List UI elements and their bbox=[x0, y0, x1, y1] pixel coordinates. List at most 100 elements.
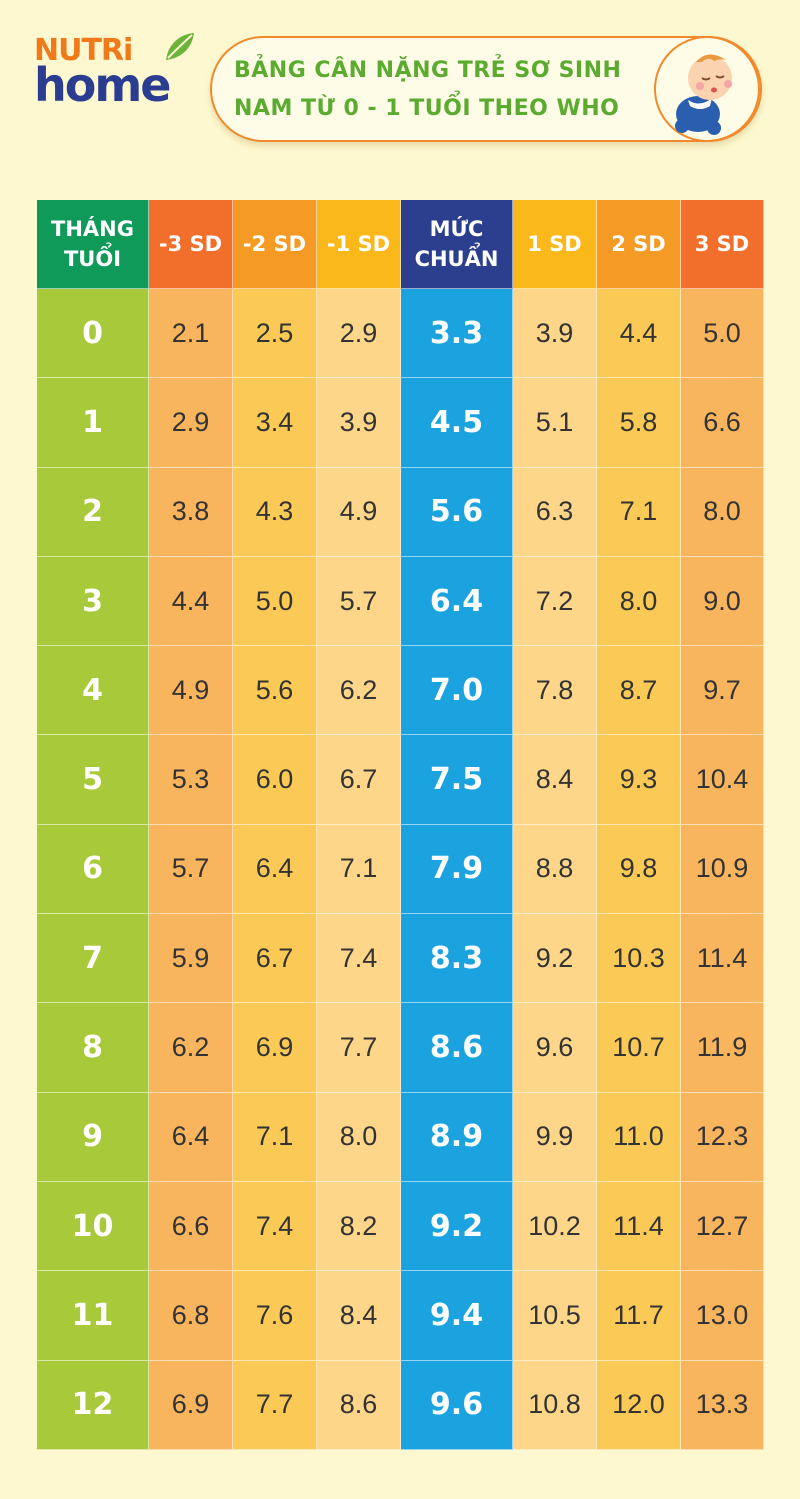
weight-table: THÁNG TUỔI -3 SD -2 SD -1 SD MỨC CHUẨN 1 SD 2 … bbox=[37, 200, 764, 1450]
weight-cell-plus3sd: 8.0 bbox=[681, 467, 764, 557]
weight-cell-plus2sd: 8.7 bbox=[597, 646, 681, 736]
weight-cell-plus3sd: 11.9 bbox=[681, 1003, 764, 1093]
weight-cell-plus2sd: 9.8 bbox=[597, 824, 681, 915]
header-plus2sd: 2 SD bbox=[597, 200, 681, 289]
weight-cell-plus3sd: 13.0 bbox=[681, 1271, 764, 1361]
weight-cell-plus1sd: 9.9 bbox=[513, 1092, 597, 1182]
header-standard: MỨC CHUẨN bbox=[401, 200, 513, 289]
weight-cell-plus1sd: 8.8 bbox=[513, 824, 597, 915]
weight-cell-plus3sd: 5.0 bbox=[681, 289, 764, 379]
month-cell: 6 bbox=[37, 824, 149, 915]
leaf-icon bbox=[166, 33, 194, 60]
weight-cell-minus2sd: 4.3 bbox=[233, 467, 317, 557]
weight-cell-minus1sd: 6.7 bbox=[317, 735, 401, 825]
logo-home-text: home bbox=[34, 58, 171, 112]
month-cell: 8 bbox=[37, 1003, 149, 1093]
weight-cell-plus2sd: 11.4 bbox=[597, 1181, 681, 1272]
weight-cell-plus3sd: 6.6 bbox=[681, 378, 764, 468]
nutrihome-logo: NUTRi home bbox=[34, 30, 204, 115]
weight-cell-plus1sd: 9.2 bbox=[513, 914, 597, 1004]
weight-cell-plus3sd: 12.3 bbox=[681, 1092, 764, 1182]
weight-cell-minus2sd: 2.5 bbox=[233, 289, 317, 379]
weight-cell-minus2sd: 7.7 bbox=[233, 1360, 317, 1450]
weight-cell-standard: 8.3 bbox=[401, 914, 513, 1004]
weight-cell-plus3sd: 10.4 bbox=[681, 735, 764, 825]
weight-cell-minus3sd: 5.9 bbox=[149, 914, 233, 1004]
weight-cell-plus2sd: 9.3 bbox=[597, 735, 681, 825]
header-month: THÁNG TUỔI bbox=[37, 200, 149, 289]
weight-cell-plus1sd: 8.4 bbox=[513, 735, 597, 825]
weight-cell-minus3sd: 6.9 bbox=[149, 1360, 233, 1450]
weight-cell-minus2sd: 7.6 bbox=[233, 1271, 317, 1361]
weight-cell-standard: 5.6 bbox=[401, 467, 513, 557]
month-cell: 9 bbox=[37, 1092, 149, 1182]
weight-cell-minus3sd: 5.3 bbox=[149, 735, 233, 825]
weight-cell-plus2sd: 10.7 bbox=[597, 1003, 681, 1093]
weight-cell-minus3sd: 2.1 bbox=[149, 289, 233, 379]
weight-cell-minus2sd: 7.4 bbox=[233, 1181, 317, 1272]
weight-cell-plus3sd: 11.4 bbox=[681, 914, 764, 1004]
weight-cell-minus1sd: 4.9 bbox=[317, 467, 401, 557]
weight-cell-minus3sd: 3.8 bbox=[149, 467, 233, 557]
weight-cell-plus3sd: 13.3 bbox=[681, 1360, 764, 1450]
month-cell: 11 bbox=[37, 1271, 149, 1361]
weight-cell-plus2sd: 5.8 bbox=[597, 378, 681, 468]
month-cell: 12 bbox=[37, 1360, 149, 1450]
weight-cell-plus1sd: 7.8 bbox=[513, 646, 597, 736]
month-cell: 5 bbox=[37, 735, 149, 825]
weight-cell-plus2sd: 7.1 bbox=[597, 467, 681, 557]
weight-cell-standard: 7.9 bbox=[401, 824, 513, 915]
weight-cell-plus3sd: 10.9 bbox=[681, 824, 764, 915]
weight-cell-plus3sd: 9.0 bbox=[681, 556, 764, 647]
title-line-2: NAM TỪ 0 - 1 TUỔI THEO WHO bbox=[234, 96, 620, 121]
weight-cell-minus3sd: 6.6 bbox=[149, 1181, 233, 1272]
header-plus3sd: 3 SD bbox=[681, 200, 764, 289]
logo-nutri-text: NUTRi bbox=[34, 33, 133, 68]
weight-cell-standard: 9.6 bbox=[401, 1360, 513, 1450]
weight-cell-standard: 8.6 bbox=[401, 1003, 513, 1093]
weight-cell-minus1sd: 7.7 bbox=[317, 1003, 401, 1093]
header-minus2sd: -2 SD bbox=[233, 200, 317, 289]
weight-cell-minus1sd: 2.9 bbox=[317, 289, 401, 379]
month-cell: 2 bbox=[37, 467, 149, 557]
weight-cell-standard: 7.5 bbox=[401, 735, 513, 825]
weight-cell-minus3sd: 4.9 bbox=[149, 646, 233, 736]
weight-cell-plus2sd: 8.0 bbox=[597, 556, 681, 647]
weight-cell-plus3sd: 12.7 bbox=[681, 1181, 764, 1272]
weight-cell-plus1sd: 3.9 bbox=[513, 289, 597, 379]
weight-cell-plus2sd: 12.0 bbox=[597, 1360, 681, 1450]
weight-cell-minus1sd: 7.1 bbox=[317, 824, 401, 915]
month-cell: 10 bbox=[37, 1181, 149, 1272]
weight-cell-plus3sd: 9.7 bbox=[681, 646, 764, 736]
weight-cell-standard: 7.0 bbox=[401, 646, 513, 736]
weight-cell-plus2sd: 11.7 bbox=[597, 1271, 681, 1361]
title-banner: BẢNG CÂN NẶNG TRẺ SƠ SINH NAM TỪ 0 - 1 T… bbox=[210, 36, 762, 142]
weight-cell-minus3sd: 4.4 bbox=[149, 556, 233, 647]
weight-cell-minus1sd: 6.2 bbox=[317, 646, 401, 736]
weight-cell-minus1sd: 3.9 bbox=[317, 378, 401, 468]
month-cell: 7 bbox=[37, 914, 149, 1004]
weight-cell-plus1sd: 10.2 bbox=[513, 1181, 597, 1272]
weight-cell-minus2sd: 5.0 bbox=[233, 556, 317, 647]
weight-cell-plus2sd: 4.4 bbox=[597, 289, 681, 379]
weight-cell-minus2sd: 7.1 bbox=[233, 1092, 317, 1182]
weight-cell-plus2sd: 10.3 bbox=[597, 914, 681, 1004]
weight-cell-standard: 4.5 bbox=[401, 378, 513, 468]
month-cell: 1 bbox=[37, 378, 149, 468]
weight-cell-plus1sd: 5.1 bbox=[513, 378, 597, 468]
weight-cell-minus2sd: 6.0 bbox=[233, 735, 317, 825]
weight-cell-plus1sd: 10.8 bbox=[513, 1360, 597, 1450]
weight-cell-minus3sd: 6.8 bbox=[149, 1271, 233, 1361]
weight-cell-standard: 9.2 bbox=[401, 1181, 513, 1272]
weight-cell-minus1sd: 8.4 bbox=[317, 1271, 401, 1361]
weight-cell-standard: 3.3 bbox=[401, 289, 513, 379]
weight-cell-minus2sd: 5.6 bbox=[233, 646, 317, 736]
header-minus3sd: -3 SD bbox=[149, 200, 233, 289]
weight-cell-standard: 8.9 bbox=[401, 1092, 513, 1182]
weight-cell-plus1sd: 10.5 bbox=[513, 1271, 597, 1361]
weight-cell-minus3sd: 6.4 bbox=[149, 1092, 233, 1182]
weight-cell-minus1sd: 7.4 bbox=[317, 914, 401, 1004]
weight-cell-minus3sd: 2.9 bbox=[149, 378, 233, 468]
month-cell: 3 bbox=[37, 556, 149, 647]
weight-cell-minus1sd: 5.7 bbox=[317, 556, 401, 647]
